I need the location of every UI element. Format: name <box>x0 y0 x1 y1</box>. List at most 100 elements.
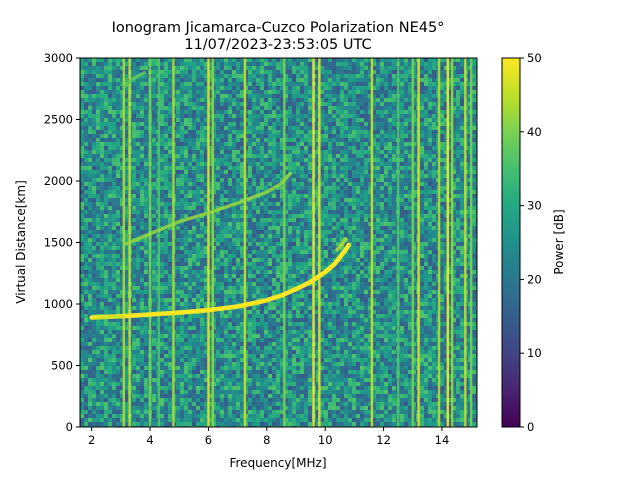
noise-cell <box>260 102 264 106</box>
noise-cell <box>428 198 432 202</box>
noise-cell <box>88 158 92 162</box>
noise-cell <box>372 246 376 250</box>
noise-cell <box>392 194 396 198</box>
noise-cell <box>472 110 476 114</box>
noise-cell <box>184 182 188 186</box>
noise-cell <box>384 150 388 154</box>
noise-cell <box>164 98 168 102</box>
noise-cell <box>328 186 332 190</box>
noise-cell <box>132 202 136 206</box>
noise-cell <box>440 178 444 182</box>
noise-cell <box>404 98 408 102</box>
noise-cell <box>348 70 352 74</box>
noise-cell <box>336 250 340 254</box>
noise-cell <box>344 74 348 78</box>
noise-cell <box>140 66 144 70</box>
noise-cell <box>364 82 368 86</box>
noise-cell <box>392 138 396 142</box>
noise-cell <box>268 58 272 62</box>
noise-cell <box>308 110 312 114</box>
noise-cell <box>96 214 100 218</box>
noise-cell <box>364 206 368 210</box>
noise-cell <box>352 114 356 118</box>
noise-cell <box>392 142 396 146</box>
noise-cell <box>452 122 456 126</box>
noise-cell <box>112 74 116 78</box>
noise-cell <box>204 198 208 202</box>
noise-cell <box>224 146 228 150</box>
noise-cell <box>340 86 344 90</box>
noise-cell <box>292 202 296 206</box>
noise-cell <box>192 82 196 86</box>
noise-cell <box>420 94 424 98</box>
noise-cell <box>84 238 88 242</box>
noise-cell <box>108 242 112 246</box>
noise-cell <box>460 90 464 94</box>
noise-cell <box>356 170 360 174</box>
noise-cell <box>328 78 332 82</box>
noise-cell <box>236 206 240 210</box>
noise-cell <box>328 126 332 130</box>
noise-cell <box>268 142 272 146</box>
noise-cell <box>296 122 300 126</box>
noise-cell <box>300 222 304 226</box>
noise-cell <box>372 74 376 78</box>
noise-cell <box>268 226 272 230</box>
noise-cell <box>204 146 208 150</box>
noise-cell <box>176 206 180 210</box>
noise-cell <box>88 194 92 198</box>
noise-cell <box>304 70 308 74</box>
noise-cell <box>144 166 148 170</box>
noise-cell <box>328 86 332 90</box>
noise-cell <box>452 82 456 86</box>
noise-cell <box>132 250 136 254</box>
noise-cell <box>424 142 428 146</box>
noise-cell <box>96 118 100 122</box>
noise-cell <box>88 162 92 166</box>
noise-cell <box>192 222 196 226</box>
noise-cell <box>456 162 460 166</box>
noise-cell <box>316 238 320 242</box>
noise-cell <box>84 170 88 174</box>
noise-cell <box>304 250 308 254</box>
noise-cell <box>268 194 272 198</box>
noise-cell <box>200 226 204 230</box>
noise-cell <box>452 242 456 246</box>
noise-cell <box>472 62 476 66</box>
noise-cell <box>424 190 428 194</box>
noise-cell <box>176 66 180 70</box>
noise-cell <box>84 146 88 150</box>
noise-cell <box>316 110 320 114</box>
noise-cell <box>144 138 148 142</box>
noise-cell <box>408 114 412 118</box>
noise-cell <box>280 250 284 254</box>
noise-cell <box>112 62 116 66</box>
noise-cell <box>184 66 188 70</box>
noise-cell <box>276 210 280 214</box>
noise-cell <box>400 74 404 78</box>
noise-cell <box>300 66 304 70</box>
noise-cell <box>444 142 448 146</box>
noise-cell <box>180 146 184 150</box>
noise-cell <box>208 218 212 222</box>
noise-cell <box>296 218 300 222</box>
noise-cell <box>424 178 428 182</box>
noise-cell <box>272 182 276 186</box>
noise-cell <box>96 134 100 138</box>
noise-cell <box>360 150 364 154</box>
noise-cell <box>320 222 324 226</box>
noise-cell <box>356 98 360 102</box>
noise-cell <box>104 102 108 106</box>
noise-cell <box>364 186 368 190</box>
noise-cell <box>200 234 204 238</box>
noise-cell <box>372 138 376 142</box>
noise-cell <box>376 174 380 178</box>
noise-cell <box>192 202 196 206</box>
noise-cell <box>272 162 276 166</box>
noise-cell <box>360 58 364 62</box>
noise-cell <box>248 58 252 62</box>
noise-cell <box>420 162 424 166</box>
noise-cell <box>472 250 476 254</box>
noise-cell <box>236 186 240 190</box>
noise-cell <box>456 202 460 206</box>
